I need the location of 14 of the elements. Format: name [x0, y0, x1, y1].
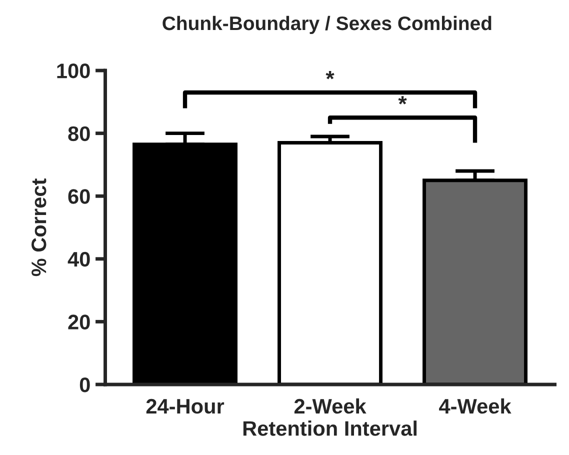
x-tick-label: 2-Week — [294, 398, 366, 414]
y-tick-label: 60 — [68, 189, 90, 204]
y-tick-label: 20 — [68, 314, 90, 330]
x-tick-label: 4-Week — [439, 398, 512, 414]
y-tick-label: 40 — [68, 252, 90, 267]
chart-title: Chunk-Boundary / Sexes Combined — [162, 16, 492, 34]
y-tick-label: 80 — [68, 126, 90, 142]
y-tick-label: 0 — [80, 377, 90, 392]
x-tick-label: 24-Hour — [146, 398, 224, 414]
annotation: * — [398, 96, 407, 104]
y-tick-label: 100 — [57, 64, 90, 78]
annotation: * — [326, 71, 334, 80]
x-axis-title: Retention Interval — [243, 420, 417, 436]
y-axis-title: % Correct — [32, 178, 46, 276]
